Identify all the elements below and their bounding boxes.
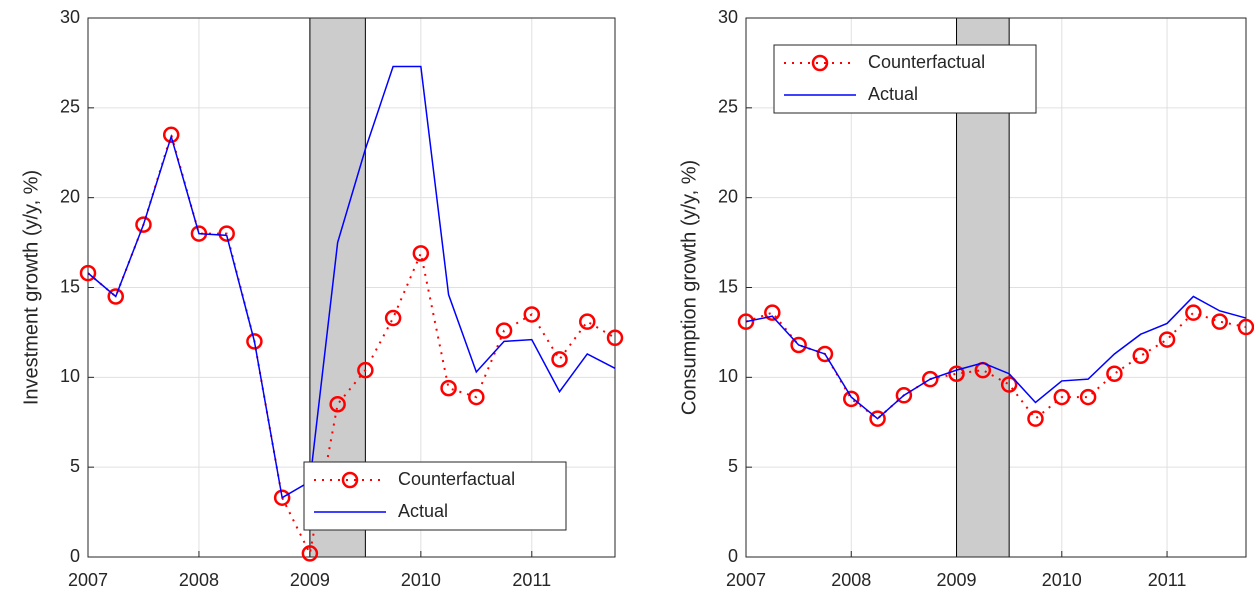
marker xyxy=(1106,365,1123,382)
y-axis-label: Consumption growth (y/y, %) xyxy=(678,160,700,415)
x-tick-label: 2010 xyxy=(1042,570,1082,590)
marker xyxy=(921,370,939,388)
marker xyxy=(329,396,346,413)
y-tick-label: 5 xyxy=(728,456,738,476)
marker xyxy=(440,379,457,397)
y-axis-label: Investment growth (y/y, %) xyxy=(20,170,42,405)
marker xyxy=(764,304,781,321)
marker xyxy=(816,345,834,363)
marker xyxy=(412,245,430,262)
x-tick-label: 2010 xyxy=(401,570,441,590)
marker xyxy=(843,390,860,408)
y-tick-label: 15 xyxy=(718,276,738,296)
marker xyxy=(468,388,485,406)
chart: 0 5 10 15 20 25 30 2007 2008 2009 2010 2011 Consumpt… xyxy=(678,7,1254,590)
x-tick-label: 2008 xyxy=(831,570,871,590)
marker xyxy=(948,365,965,382)
axes-box xyxy=(87,17,616,558)
marker xyxy=(79,264,97,282)
marker xyxy=(1053,388,1071,406)
legend-label: Actual xyxy=(868,84,918,104)
marker xyxy=(301,545,319,562)
series-line xyxy=(745,295,1247,420)
x-tick-label: 2011 xyxy=(512,570,551,590)
y-tick-label: 0 xyxy=(70,546,80,566)
marker xyxy=(579,313,596,330)
y-tick-label: 10 xyxy=(60,366,80,386)
x-tick-label: 2009 xyxy=(290,570,330,590)
marker xyxy=(273,489,291,506)
x-tick-label: 2008 xyxy=(179,570,219,590)
marker xyxy=(895,387,913,404)
y-tick-label: 25 xyxy=(718,97,738,117)
marker xyxy=(357,361,374,379)
legend-marker xyxy=(341,471,359,489)
marker xyxy=(384,309,402,327)
marker xyxy=(606,329,624,347)
legend-label: Actual xyxy=(398,501,448,521)
x-tick-label: 2007 xyxy=(726,570,766,590)
marker xyxy=(523,306,541,323)
legend-marker xyxy=(811,54,829,72)
marker xyxy=(495,322,513,339)
legend-label: Counterfactual xyxy=(868,52,985,72)
marker xyxy=(218,225,235,242)
y-tick-label: 20 xyxy=(718,186,738,206)
y-tick-label: 10 xyxy=(718,366,738,386)
y-tick-label: 30 xyxy=(60,7,80,27)
marker xyxy=(1237,318,1254,336)
marker xyxy=(1000,376,1018,393)
chart: 0 5 10 15 20 25 30 2007 2008 2009 2010 2011 Investme… xyxy=(20,7,624,590)
marker xyxy=(107,288,124,305)
x-tick-label: 2007 xyxy=(68,570,108,590)
y-tick-label: 0 xyxy=(728,546,738,566)
legend-label: Counterfactual xyxy=(398,469,515,489)
marker xyxy=(1158,331,1176,348)
x-tick-label: 2011 xyxy=(1148,570,1187,590)
marker xyxy=(162,126,180,144)
marker xyxy=(1027,410,1044,427)
y-tick-label: 15 xyxy=(60,276,80,296)
series-line xyxy=(87,65,616,499)
marker xyxy=(869,410,886,427)
y-tick-label: 20 xyxy=(60,186,80,206)
y-tick-label: 25 xyxy=(60,97,80,117)
marker xyxy=(737,313,755,330)
y-tick-label: 30 xyxy=(718,7,738,27)
marker xyxy=(1211,313,1228,330)
marker xyxy=(790,336,807,354)
marker xyxy=(135,216,152,233)
marker xyxy=(1079,388,1097,406)
marker xyxy=(551,351,568,368)
axes-box xyxy=(745,17,1247,558)
marker xyxy=(1132,347,1149,365)
x-tick-label: 2009 xyxy=(937,570,977,590)
marker xyxy=(246,333,263,350)
marker xyxy=(1185,304,1202,321)
y-tick-label: 5 xyxy=(70,456,80,476)
